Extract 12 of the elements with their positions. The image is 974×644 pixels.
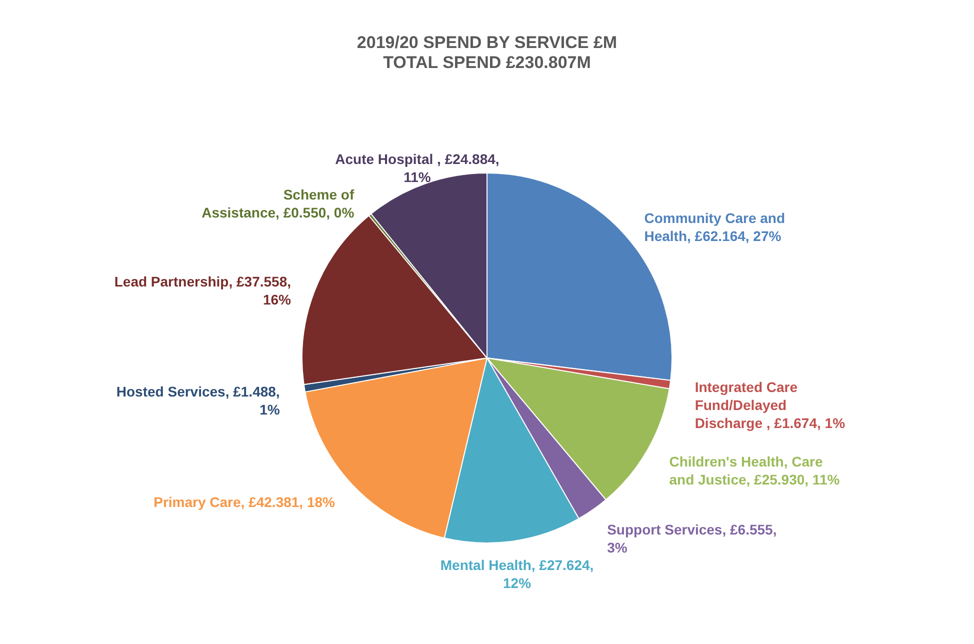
slice-label: Scheme of Assistance, £0.550, 0% xyxy=(202,186,355,220)
slice-label: Lead Partnership, £37.558, 16% xyxy=(114,274,292,308)
slice-label: Hosted Services, £1.488, 1% xyxy=(116,383,280,418)
slice-label: Primary Care, £42.381, 18% xyxy=(154,494,336,510)
slice-label: Integrated Care Fund/Delayed Discharge , £1.674, 1% xyxy=(694,379,846,432)
slice-label: Children's Health, Care and Justice, £25.930, 11% xyxy=(669,453,840,488)
slice-label: Support Services, £6.555, 3% xyxy=(607,521,777,556)
chart-title: 2019/20 SPEND BY SERVICE £M xyxy=(356,33,618,52)
slice-label: Mental Health, £27.624, 12% xyxy=(440,556,594,591)
slice-label: Acute Hospital , £24.884, 11% xyxy=(335,150,500,185)
slice-label: Community Care and Health, £62.164, 27% xyxy=(644,210,786,244)
chart-subtitle: TOTAL SPEND £230.807M xyxy=(383,53,591,72)
